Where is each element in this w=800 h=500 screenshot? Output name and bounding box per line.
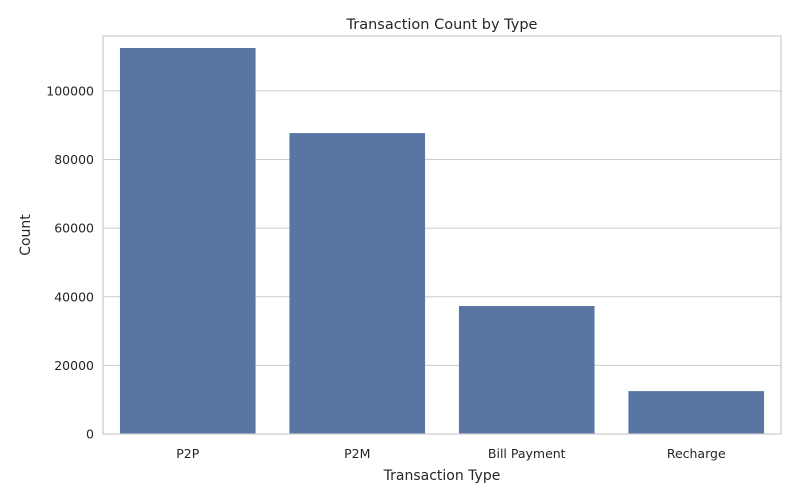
y-tick-labels: 0 20000 40000 60000 80000 100000 [46, 83, 94, 441]
y-tick-label-5: 100000 [46, 83, 94, 98]
chart-title: Transaction Count by Type [346, 17, 538, 33]
x-tick-label-p2p: P2P [176, 446, 199, 461]
bar-p2p [119, 48, 256, 435]
y-tick-label-4: 80000 [54, 152, 94, 167]
bar-recharge [628, 391, 765, 434]
x-tick-label-p2m: P2M [344, 446, 370, 461]
y-tick-label-0: 0 [86, 427, 94, 442]
x-tick-label-recharge: Recharge [667, 446, 726, 461]
y-tick-label-2: 40000 [54, 289, 94, 304]
bar-p2m [289, 133, 426, 435]
x-axis-label: Transaction Type [383, 468, 501, 484]
y-tick-label-3: 60000 [54, 221, 94, 236]
bar-bill-payment [458, 306, 595, 434]
y-axis-label: Count [18, 214, 34, 256]
y-tick-label-1: 20000 [54, 358, 94, 373]
bars [119, 48, 765, 435]
x-tick-label-bill-payment: Bill Payment [488, 446, 566, 461]
x-tick-labels: P2P P2M Bill Payment Recharge [176, 446, 726, 461]
plot-frame [102, 35, 782, 435]
